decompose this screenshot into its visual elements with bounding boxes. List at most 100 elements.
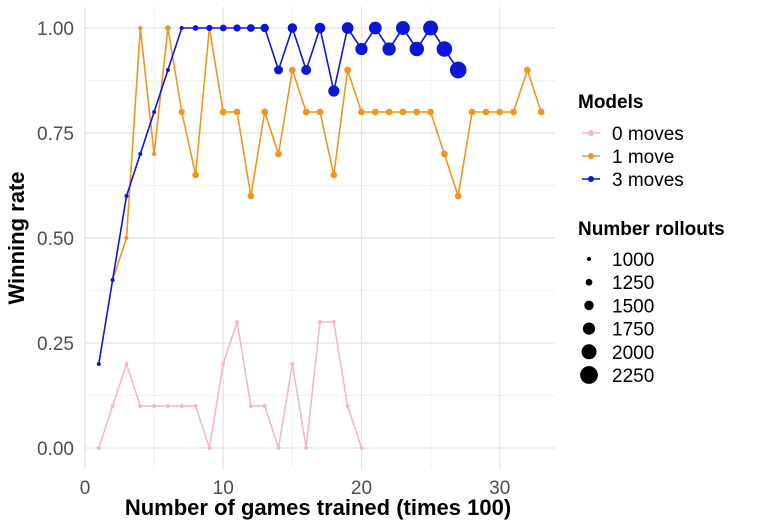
data-point [537,108,545,116]
data-point [441,150,448,158]
data-point [96,446,101,450]
data-point [330,171,338,179]
data-point [179,404,184,408]
legend-size-title: Number rollouts [578,219,725,240]
data-point [207,446,212,450]
data-point [302,108,310,116]
data-point [246,24,255,32]
data-point [344,66,352,74]
data-point [151,151,157,157]
data-point [454,192,462,200]
data-point [427,108,434,116]
data-point [358,108,365,116]
data-point [192,171,199,179]
y-tick-label: 0.25 [37,334,74,355]
series-line [111,27,542,281]
legend-key-point [588,176,594,182]
data-point [331,320,336,324]
data-point [288,66,296,74]
x-tick-label: 20 [351,478,372,499]
x-axis-title: Number of games trained (times 100) [125,495,511,520]
data-point [247,192,255,200]
data-point [276,446,281,450]
data-point [436,41,453,57]
series-line [98,321,363,449]
legend-color-title: Models [578,92,643,113]
data-point [192,25,199,31]
data-point [138,152,143,156]
data-point [219,108,227,116]
y-tick-label: 0.75 [37,124,74,145]
data-point [124,362,129,366]
data-point [110,404,115,408]
data-point [496,108,504,116]
size-legend-point [582,322,596,335]
data-point [301,64,312,76]
data-point [261,108,269,116]
data-point [179,26,184,30]
data-point [165,25,171,31]
size-legend-label: 1750 [612,320,654,341]
data-point [449,61,467,79]
data-point [193,404,198,408]
data-point [219,24,227,32]
legend-key-point [588,130,594,136]
series-3-moves [96,20,467,366]
x-tick-label: 0 [80,478,91,499]
data-point [233,108,241,116]
data-point [138,26,143,30]
data-point [124,236,129,240]
data-point [468,108,476,116]
axis-labels: 0 10 20 30 0.00 0.25 0.50 0.75 1.00 [37,19,510,499]
size-legend-label: 2000 [612,343,654,364]
data-point [345,404,350,408]
y-axis-title: Winning rate [4,171,29,304]
data-point [110,278,115,282]
data-point [304,446,309,450]
data-point [165,68,170,72]
size-legend-label: 1000 [612,250,654,271]
legend-key-point [588,153,594,159]
data-point [385,108,393,116]
y-tick-label: 1.00 [37,19,74,40]
y-tick-label: 0.00 [37,439,74,460]
data-point [318,320,322,324]
data-point [287,23,298,33]
data-point [152,404,157,408]
size-legend-point [581,344,597,360]
data-point [221,362,226,366]
data-point [233,24,241,32]
series-layer [96,20,545,450]
data-point [290,362,295,366]
data-point [274,65,284,75]
data-point [482,108,490,116]
size-legend-point [587,257,591,261]
x-tick-label: 30 [489,478,510,499]
series-0-moves [96,320,364,450]
size-legend-label: 1250 [612,273,654,294]
y-tick-label: 0.50 [37,229,74,250]
size-legend-label: 2250 [612,366,654,387]
data-point [368,21,382,35]
data-point [328,85,340,97]
data-point [96,362,101,366]
data-point [138,404,143,408]
data-point [382,42,396,56]
data-point [165,404,170,408]
series-line [98,24,459,365]
data-point [510,108,517,116]
data-point [399,108,407,116]
data-point [409,41,424,57]
size-legend-point [580,366,598,384]
data-point [395,21,410,35]
data-point [248,404,253,408]
data-point [359,446,364,450]
data-point [235,320,240,324]
series-1-move [110,25,545,282]
legend-label: 0 moves [612,124,684,145]
size-legend-label: 1500 [612,296,654,317]
data-point [124,194,129,198]
